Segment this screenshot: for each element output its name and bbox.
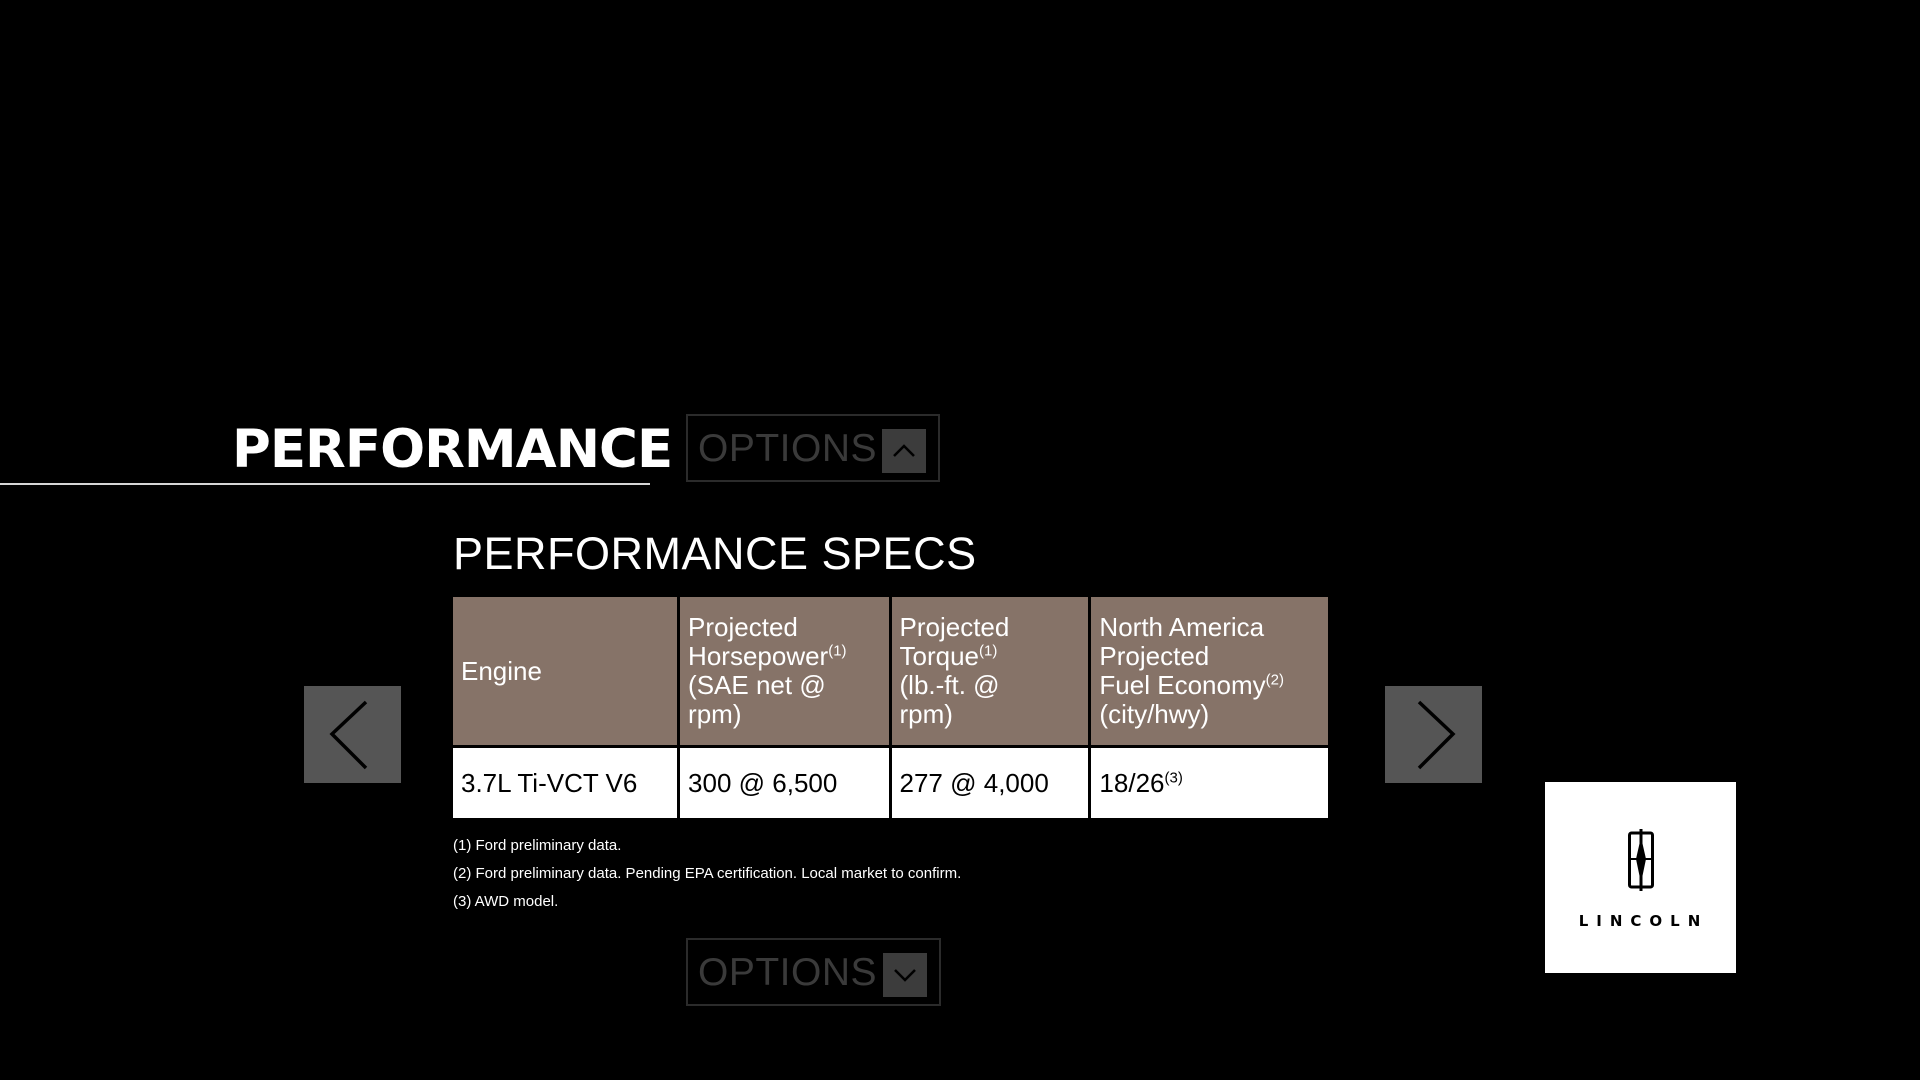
header-torque: Projected Torque(1) (lb.-ft. @ rpm) [891, 597, 1089, 748]
header-engine-label: Engine [461, 655, 542, 686]
lincoln-wordmark: LINCOLN [1578, 912, 1709, 930]
lincoln-logo: LINCOLN [1545, 782, 1736, 973]
performance-specs-table: Engine Projected Horsepower(1) (SAE net … [450, 597, 1331, 818]
chevron-up-icon[interactable] [882, 429, 926, 473]
footnote-3: (3) AWD model. [453, 893, 559, 910]
table-row: 3.7L Ti-VCT V6 300 @ 6,500 277 @ 4,000 1… [453, 748, 1328, 818]
header-horsepower-line: Projected [688, 612, 798, 642]
header-fuel-economy-line: North America [1099, 612, 1265, 642]
options-toggle-button-bottom[interactable]: OPTIONS [686, 938, 941, 1006]
footnote-1: (1) Ford preliminary data. [453, 837, 622, 854]
chevron-right-icon [1385, 686, 1482, 783]
footnotes: (1) Ford preliminary data. (2) Ford prel… [453, 836, 961, 920]
header-torque-line: Projected [899, 612, 1010, 642]
header-fuel-economy-line: Projected [1099, 641, 1210, 671]
next-slide-button[interactable] [1385, 686, 1482, 783]
table-header-row: Engine Projected Horsepower(1) (SAE net … [453, 597, 1328, 748]
footnote-ref: (2) [1265, 671, 1284, 689]
header-engine: Engine [453, 597, 678, 748]
header-torque-line: Torque [899, 641, 980, 671]
specs-heading: PERFORMANCE SPECS [453, 528, 977, 579]
header-fuel-economy-line: Fuel Economy [1099, 670, 1266, 700]
footnote-ref: (1) [979, 642, 998, 660]
cell-horsepower: 300 @ 6,500 [680, 748, 889, 818]
header-fuel-economy-line: (city/hwy) [1099, 699, 1210, 729]
header-horsepower: Projected Horsepower(1) (SAE net @ rpm) [680, 597, 889, 748]
header-torque-line: (lb.-ft. @ [899, 670, 1000, 700]
header-torque-line: rpm) [899, 699, 953, 729]
chevron-down-icon[interactable] [883, 953, 927, 997]
cell-fuel-economy: 18/26(3) [1091, 748, 1328, 818]
title-underline [0, 483, 650, 485]
section-title: PERFORMANCE [232, 419, 673, 480]
header-horsepower-line: (SAE net @ [688, 670, 826, 700]
options-label: OPTIONS [698, 427, 878, 470]
cell-torque: 277 @ 4,000 [891, 748, 1089, 818]
cell-engine: 3.7L Ti-VCT V6 [453, 748, 678, 818]
chevron-left-icon [304, 686, 401, 783]
previous-slide-button[interactable] [304, 686, 401, 783]
footnote-ref: (3) [1164, 769, 1183, 787]
footnote-ref: (1) [828, 642, 847, 660]
lincoln-star-icon [1628, 829, 1654, 896]
header-horsepower-line: Horsepower [688, 641, 829, 671]
cell-fuel-economy-value: 18/26 [1099, 768, 1165, 798]
footnote-2: (2) Ford preliminary data. Pending EPA c… [453, 865, 962, 882]
options-label: OPTIONS [698, 951, 878, 994]
header-horsepower-line: rpm) [688, 699, 742, 729]
options-toggle-button-top[interactable]: OPTIONS [686, 414, 940, 482]
header-fuel-economy: North America Projected Fuel Economy(2) … [1091, 597, 1328, 748]
